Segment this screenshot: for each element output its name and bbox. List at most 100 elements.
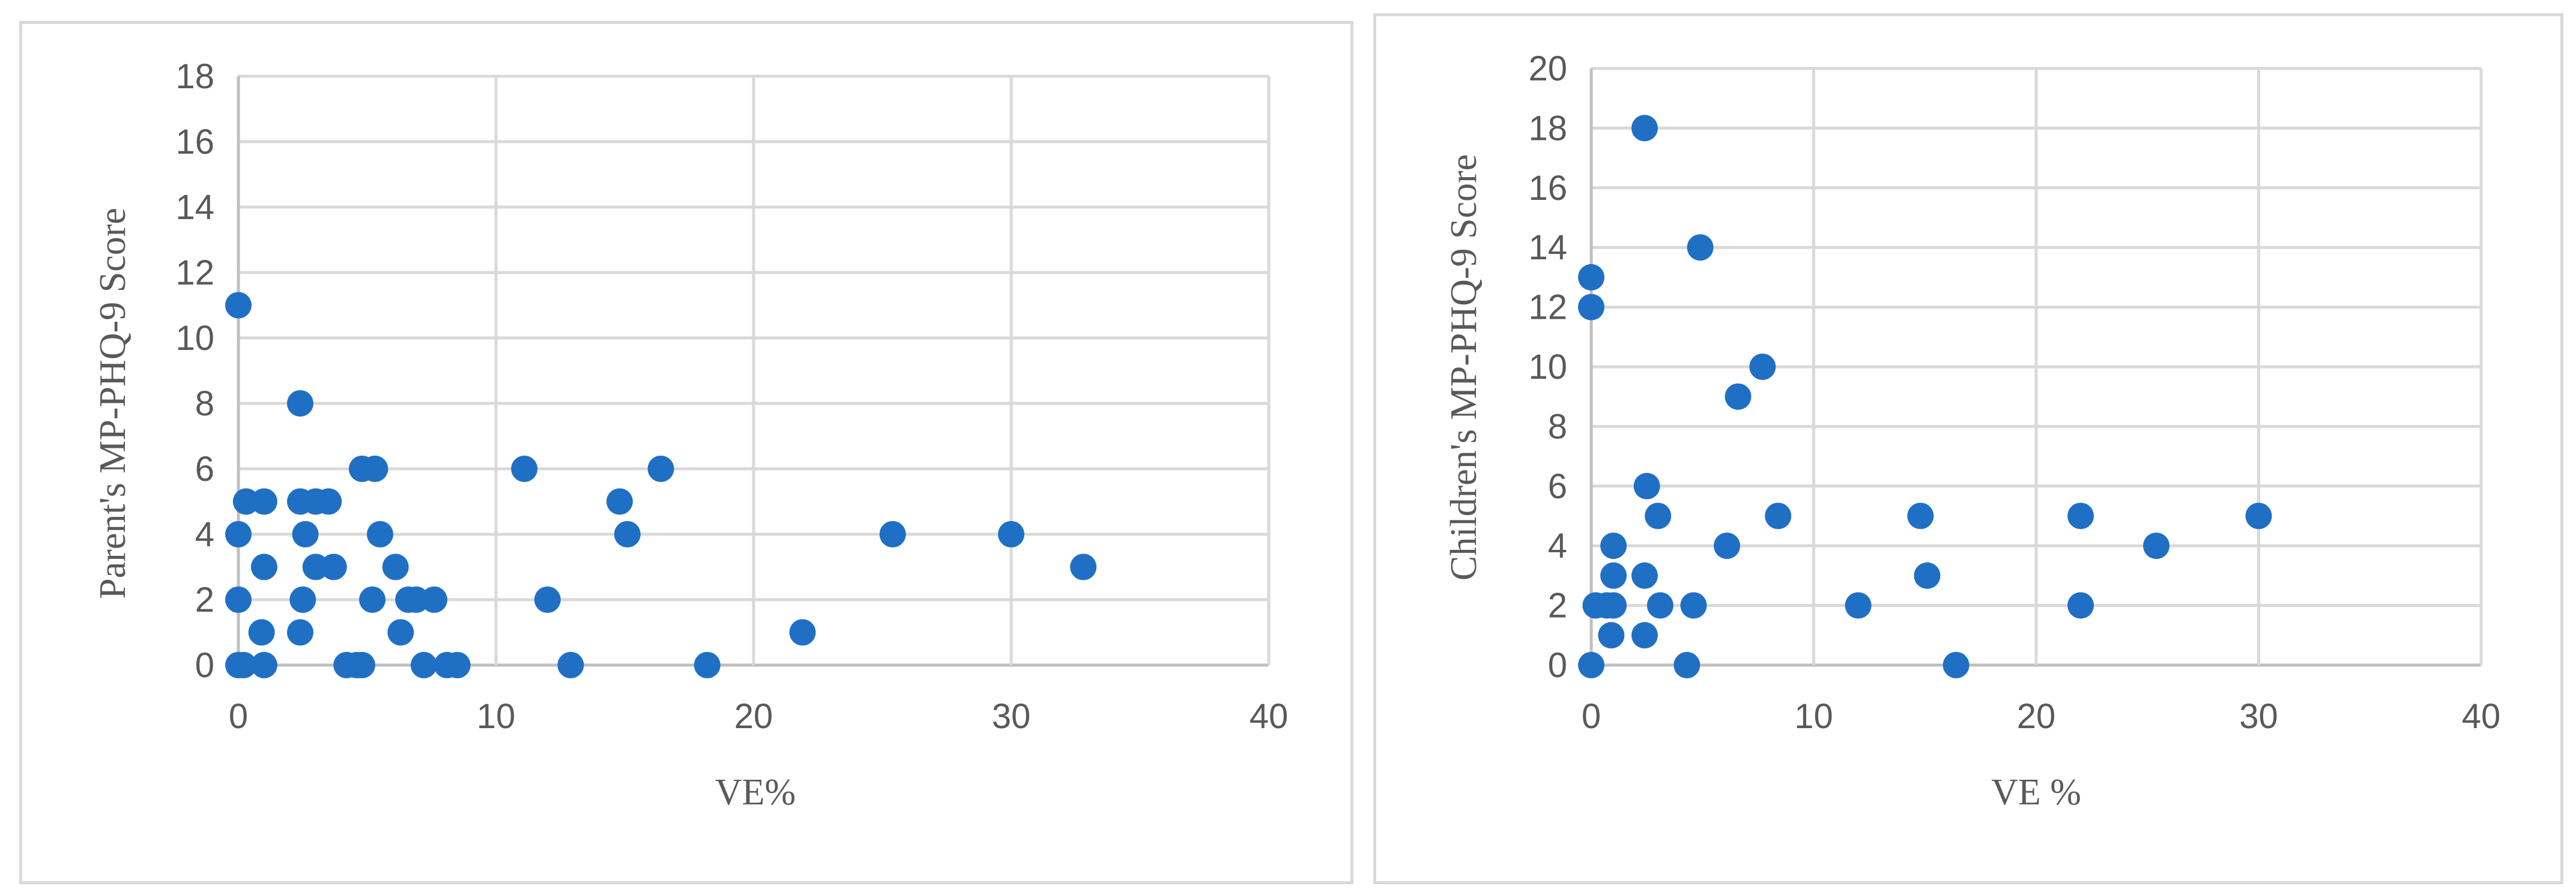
data-point [879,521,906,547]
data-point [1725,383,1752,410]
y-axis-tick-labels: 0 2 4 6 8 10 12 14 16 18 [175,57,214,685]
x-tick-label: 10 [1794,697,1833,736]
data-point [789,619,816,646]
data-point [1907,502,1934,529]
x-tick-label: 0 [1582,697,1601,736]
data-point [1914,562,1941,589]
data-point [250,488,277,515]
data-point [286,390,313,417]
y-tick-label: 6 [195,450,214,489]
data-point [2143,532,2170,559]
data-point [225,521,252,547]
data-point [410,652,437,678]
y-tick-label: 12 [1528,288,1567,327]
data-point [292,521,319,547]
data-point [315,488,342,515]
y-tick-label: 0 [1548,646,1567,685]
data-point [534,586,561,613]
data-point [250,652,277,678]
data-point [694,652,721,678]
data-point [359,586,386,613]
y-tick-label: 4 [195,515,214,554]
x-tick-label: 20 [2017,697,2056,736]
data-point [286,619,313,646]
x-tick-label: 40 [2462,697,2501,736]
data-points [1578,115,2272,678]
y-tick-label: 18 [175,57,214,96]
data-point [366,521,393,547]
data-point [225,586,252,613]
y-tick-label: 16 [175,122,214,161]
y-tick-label: 8 [1548,407,1567,446]
data-point [1631,622,1658,649]
data-point [289,586,316,613]
x-tick-label: 30 [992,697,1031,736]
children-score-scatter-chart: 0 2 4 6 8 10 12 14 16 18 20 0 10 20 30 40 VE % Childre… [1444,49,2500,813]
y-tick-label: 6 [1548,467,1567,506]
data-point [248,619,275,646]
data-point [1600,532,1627,559]
data-point [511,456,538,482]
right-chart-panel [1373,13,2563,884]
x-axis-title: VE% [715,772,796,813]
data-point [348,652,375,678]
left-chart-panel [19,21,1353,884]
data-point [421,586,448,613]
data-point [1943,652,1970,678]
data-point [1600,592,1627,619]
y-tick-label: 8 [195,384,214,423]
y-tick-label: 10 [175,319,214,358]
data-point [250,553,277,580]
y-tick-label: 4 [1548,526,1567,565]
y-axis-title: Children's MP-PHQ-9 Score [1444,154,1484,580]
data-point [1600,562,1627,589]
data-point [1845,592,1872,619]
data-point [1633,472,1660,499]
y-tick-label: 0 [195,646,214,685]
y-tick-label: 16 [1528,169,1567,208]
x-axis-tick-labels: 0 10 20 30 40 [1582,697,2500,736]
x-axis-tick-labels: 0 10 20 30 40 [229,697,1288,736]
data-points [225,292,1097,678]
data-point [320,553,347,580]
data-point [1687,234,1714,261]
data-point [2067,502,2094,529]
data-point [647,456,674,482]
data-point [387,619,414,646]
data-point [1645,502,1672,529]
data-point [1714,532,1741,559]
data-point [557,652,584,678]
y-tick-label: 14 [1528,228,1567,267]
data-point [606,488,633,515]
y-tick-label: 20 [1528,49,1567,88]
y-tick-label: 18 [1528,109,1567,148]
x-tick-label: 10 [477,697,516,736]
data-point [1680,592,1707,619]
data-point [1578,264,1604,291]
y-axis-tick-labels: 0 2 4 6 8 10 12 14 16 18 20 [1528,49,1567,685]
data-point [382,553,409,580]
y-tick-label: 2 [1548,586,1567,625]
data-point [1578,294,1604,321]
y-tick-label: 2 [195,580,214,619]
y-tick-label: 14 [175,188,214,227]
data-point [1631,115,1658,142]
y-tick-label: 10 [1528,348,1567,387]
y-tick-label: 12 [175,253,214,292]
data-point [614,521,641,547]
plot-gridlines [237,74,1271,667]
data-point [1749,354,1776,380]
data-point [1646,592,1673,619]
data-point [2067,592,2094,619]
x-tick-label: 40 [1250,697,1289,736]
data-point [1765,502,1792,529]
parent-score-scatter-chart: 0 2 4 6 8 10 12 14 16 18 0 10 20 30 40 VE% Parent's M… [92,57,1288,813]
data-point [225,292,252,319]
data-point [1070,553,1097,580]
data-point [1598,622,1625,649]
data-point [361,456,389,482]
data-point [1578,652,1604,678]
plot-gridlines [1589,67,2483,667]
data-point [2245,502,2272,529]
